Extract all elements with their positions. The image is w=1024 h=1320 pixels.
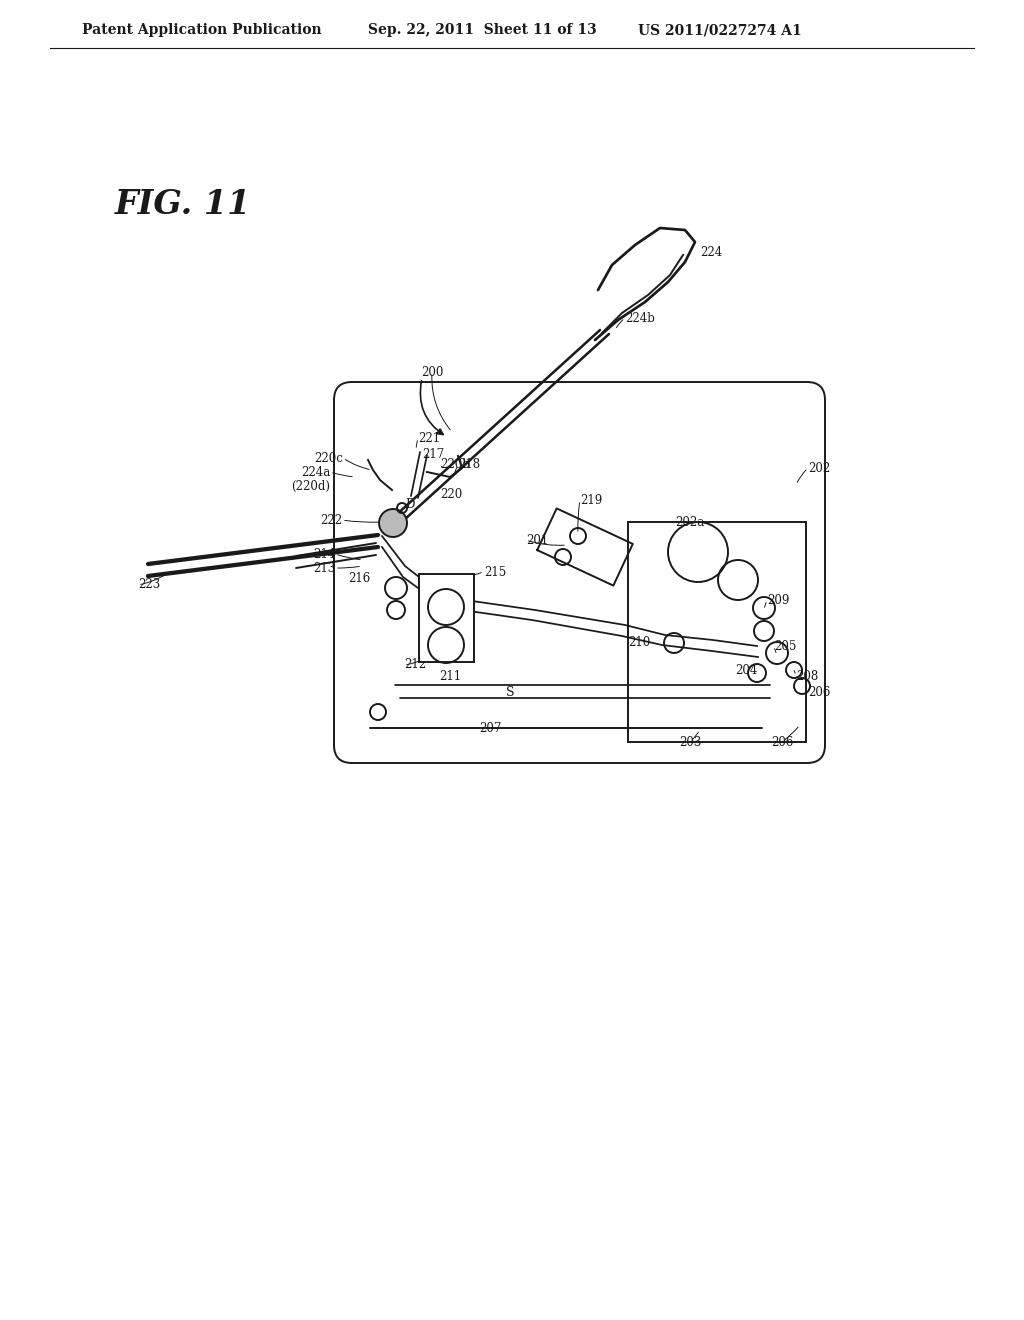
Text: S: S (506, 685, 514, 698)
Text: 214: 214 (312, 548, 335, 561)
Text: FIG. 11: FIG. 11 (115, 189, 251, 222)
Text: Patent Application Publication: Patent Application Publication (82, 22, 322, 37)
Text: 224b: 224b (625, 312, 655, 325)
Text: 217: 217 (422, 447, 444, 461)
Text: D: D (406, 499, 415, 511)
Text: 224: 224 (700, 246, 722, 259)
Text: 223: 223 (138, 578, 160, 591)
Text: Sep. 22, 2011  Sheet 11 of 13: Sep. 22, 2011 Sheet 11 of 13 (368, 22, 597, 37)
Text: 205: 205 (774, 639, 797, 652)
Text: 213: 213 (312, 561, 335, 574)
Text: 219: 219 (580, 494, 602, 507)
Circle shape (379, 510, 407, 537)
Text: 202a: 202a (675, 516, 705, 529)
Text: 210: 210 (628, 636, 650, 649)
Text: (220d): (220d) (291, 479, 330, 492)
Text: 215: 215 (484, 565, 506, 578)
Text: 212: 212 (404, 659, 426, 672)
Text: 201: 201 (526, 533, 548, 546)
Text: 200: 200 (421, 366, 443, 379)
Text: 222: 222 (319, 513, 342, 527)
Text: 204: 204 (735, 664, 758, 676)
Text: 206: 206 (808, 685, 830, 698)
Text: 221: 221 (418, 432, 440, 445)
Text: 202: 202 (808, 462, 830, 474)
Text: 220: 220 (440, 487, 462, 500)
Text: 220c: 220c (314, 451, 343, 465)
Text: 208: 208 (796, 669, 818, 682)
Text: 207: 207 (479, 722, 501, 734)
Text: 206: 206 (771, 735, 794, 748)
Bar (419, 574, 474, 663)
Text: 211: 211 (439, 669, 461, 682)
Text: 224a: 224a (301, 466, 330, 479)
Text: 209: 209 (767, 594, 790, 606)
Bar (628, 521, 806, 742)
Text: US 2011/0227274 A1: US 2011/0227274 A1 (638, 22, 802, 37)
Text: 216: 216 (348, 572, 370, 585)
Text: 218: 218 (458, 458, 480, 471)
Text: 203: 203 (679, 735, 701, 748)
Text: 220b: 220b (440, 458, 470, 470)
FancyBboxPatch shape (334, 381, 825, 763)
